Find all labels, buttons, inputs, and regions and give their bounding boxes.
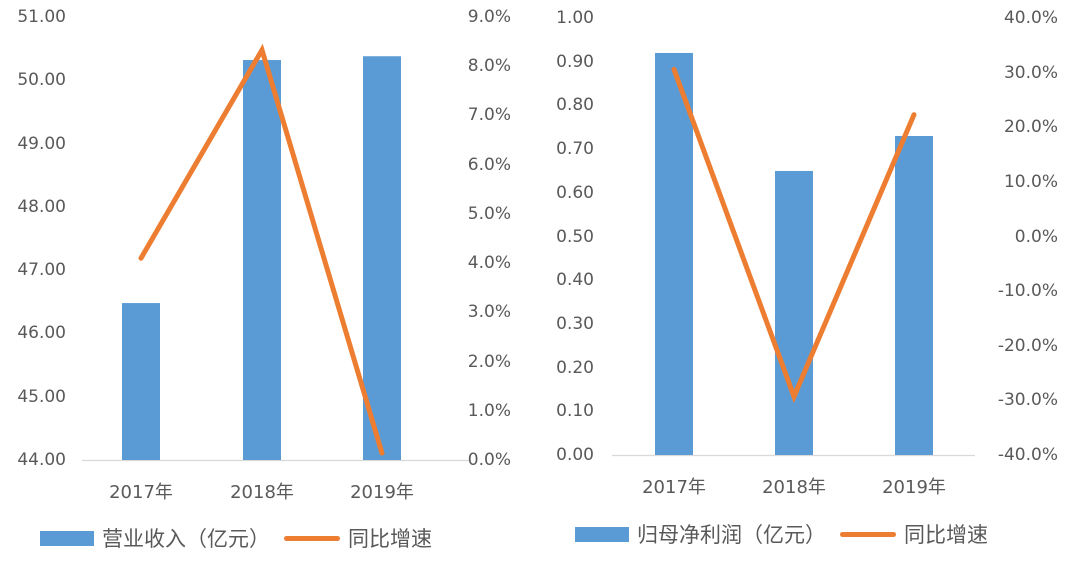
right-axis-tick: -30.0%: [997, 390, 1058, 411]
line-legend-label: 同比增速: [348, 527, 432, 551]
right-axis-tick: 5.0%: [467, 203, 511, 224]
net-profit-chart: 1.00 0.90 0.80 0.70 0.60 0.50 0.40 0.30 0.20 0.10…: [540, 0, 1080, 576]
right-axis-tick: 20.0%: [1003, 117, 1058, 138]
right-axis-tick: 7.0%: [467, 105, 511, 126]
x-axis-category: 2017年: [642, 477, 706, 498]
right-axis-tick: -20.0%: [997, 335, 1058, 356]
x-axis-category: 2019年: [350, 482, 414, 503]
bar-legend-label: 营业收入（亿元）: [102, 527, 270, 551]
bar-legend-label: 归母净利润（亿元）: [637, 523, 826, 547]
left-axis-tick: 0.70: [556, 139, 594, 160]
legend: 归母净利润（亿元） 同比增速: [575, 519, 988, 549]
left-axis-tick: 0.30: [556, 313, 594, 334]
left-axis-tick: 0.60: [556, 182, 594, 203]
right-axis-tick: 30.0%: [1003, 62, 1058, 83]
right-axis-tick: 1.0%: [467, 400, 511, 421]
bar-legend-swatch: [40, 530, 94, 546]
left-axis-tick: 46.00: [17, 323, 66, 344]
right-axis-tick: 9.0%: [467, 7, 511, 27]
bar-legend-swatch: [575, 526, 629, 542]
right-axis-tick: -10.0%: [997, 281, 1058, 302]
x-axis-category: 2017年: [109, 482, 173, 503]
right-axis-tick: 10.0%: [1003, 171, 1058, 192]
left-axis-tick: 0.90: [556, 51, 594, 72]
left-axis-tick: 45.00: [17, 386, 66, 407]
plot-area: [612, 52, 975, 457]
right-axis-tick: 8.0%: [467, 56, 511, 77]
revenue-chart: 51.00 50.00 49.00 48.00 47.00 46.00 45.00 44.00…: [17, 7, 511, 553]
left-axis-tick: 44.00: [17, 450, 66, 470]
plot-area: [82, 43, 470, 462]
left-axis-tick: 0.80: [556, 95, 594, 116]
growth-line: [138, 43, 385, 456]
right-axis-tick: -40.0%: [997, 445, 1058, 465]
x-axis-category: 2019年: [882, 477, 946, 498]
right-axis-tick: 0.0%: [1014, 226, 1058, 247]
left-axis-tick: 0.50: [556, 226, 594, 247]
left-axis-tick: 50.00: [17, 70, 66, 91]
x-axis-category: 2018年: [230, 482, 294, 503]
bar: [775, 170, 813, 455]
bar: [122, 303, 160, 460]
left-axis-tick: 0.40: [556, 270, 594, 291]
left-axis-tick: 0.00: [556, 445, 594, 465]
right-axis-tick: 2.0%: [467, 351, 511, 372]
bar: [655, 52, 693, 456]
left-axis-tick: 47.00: [17, 260, 66, 281]
line-legend-swatch: [840, 531, 896, 537]
growth-line: [671, 66, 917, 404]
left-axis-tick: 0.10: [556, 401, 594, 422]
left-axis-tick: 48.00: [17, 196, 66, 217]
left-axis-tick: 49.00: [17, 133, 66, 154]
left-axis-tick: 51.00: [17, 7, 66, 27]
line-legend-swatch: [284, 535, 340, 541]
legend: 营业收入（亿元） 同比增速: [40, 523, 432, 553]
right-axis-tick: 0.0%: [467, 450, 511, 470]
right-axis-tick: 6.0%: [467, 154, 511, 175]
right-axis-tick: 40.0%: [1003, 8, 1058, 28]
bar: [363, 56, 401, 460]
right-axis-tick: 3.0%: [467, 302, 511, 323]
bar: [895, 135, 933, 456]
right-axis-tick: 4.0%: [467, 253, 511, 274]
left-axis-tick: 1.00: [556, 8, 594, 28]
bar: [243, 60, 281, 460]
left-axis-tick: 0.20: [556, 357, 594, 378]
line-legend-label: 同比增速: [904, 523, 988, 547]
x-axis-category: 2018年: [762, 477, 826, 498]
